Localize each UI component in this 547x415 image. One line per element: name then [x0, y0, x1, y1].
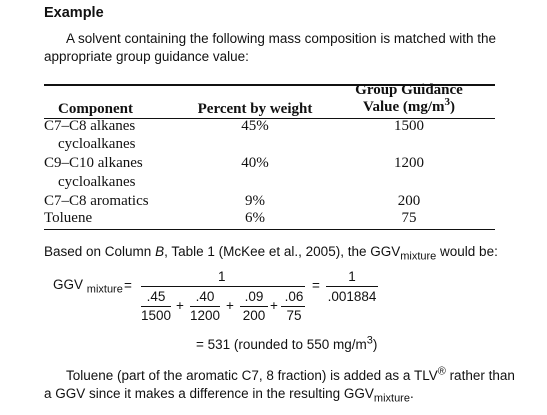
cell-percent: 9% [245, 193, 265, 209]
intro-line-1: A solvent containing the following mass … [66, 31, 496, 46]
cell-ggv: 1500 [394, 118, 424, 134]
second-fraction-bar [326, 286, 378, 287]
term-denominator: 75 [286, 308, 302, 323]
second-denominator: .001884 [327, 289, 377, 304]
term-denominator: 1200 [189, 308, 221, 323]
cell-component: Toluene [44, 210, 93, 226]
cell-component-cont: cycloalkanes [58, 174, 136, 190]
cell-ggv: 1200 [394, 155, 424, 171]
closing-line-1: Toluene (part of the aromatic C7, 8 frac… [66, 365, 515, 383]
term-numerator: .06 [284, 289, 304, 304]
table-top-rule [44, 84, 495, 86]
cell-component: C7–C8 alkanes [44, 118, 136, 134]
term-bar [240, 306, 268, 307]
second-numerator: 1 [348, 269, 356, 284]
term-numerator: .45 [146, 289, 166, 304]
header-component: Component [58, 101, 134, 117]
intro-line-2: appropriate group guidance value: [44, 49, 249, 64]
term-numerator: .40 [195, 289, 215, 304]
cell-ggv: 75 [401, 210, 417, 226]
table-bottom-rule [44, 229, 495, 230]
outer-fraction-bar [141, 286, 305, 287]
plus-sign: + [176, 298, 184, 313]
plus-sign: + [270, 298, 278, 313]
example-heading: Example [44, 5, 104, 21]
cell-percent: 45% [241, 118, 269, 134]
equals-sign-2: = [312, 278, 320, 293]
equation-lhs: GGV mixture [53, 277, 123, 296]
term-numerator: .09 [244, 289, 264, 304]
cell-percent: 6% [245, 210, 265, 226]
term-denominator: 200 [242, 308, 266, 323]
term-bar [141, 306, 171, 307]
result-line: = 531 (rounded to 550 mg/m3) [196, 334, 378, 352]
cell-component: C7–C8 aromatics [44, 193, 149, 209]
plus-sign: + [226, 298, 234, 313]
equals-sign-1: = [124, 278, 132, 293]
header-ggv-line2: Value (mg/m3) [362, 96, 456, 116]
term-denominator: 1500 [140, 308, 172, 323]
cell-component-cont: cycloalkanes [58, 136, 136, 152]
table-header-rule [44, 118, 495, 119]
header-ggv-line1: Group Guidance [355, 82, 463, 98]
cell-component: C9–C10 alkanes [44, 155, 143, 171]
closing-line-2: a GGV since it makes a difference in the… [44, 386, 414, 405]
header-percent: Percent by weight [197, 101, 313, 117]
term-bar [281, 306, 305, 307]
outer-numerator: 1 [218, 269, 226, 284]
term-bar [190, 306, 220, 307]
cell-ggv: 200 [397, 193, 421, 209]
cell-percent: 40% [241, 155, 269, 171]
basis-sentence: Based on Column B, Table 1 (McKee et al.… [44, 244, 498, 263]
